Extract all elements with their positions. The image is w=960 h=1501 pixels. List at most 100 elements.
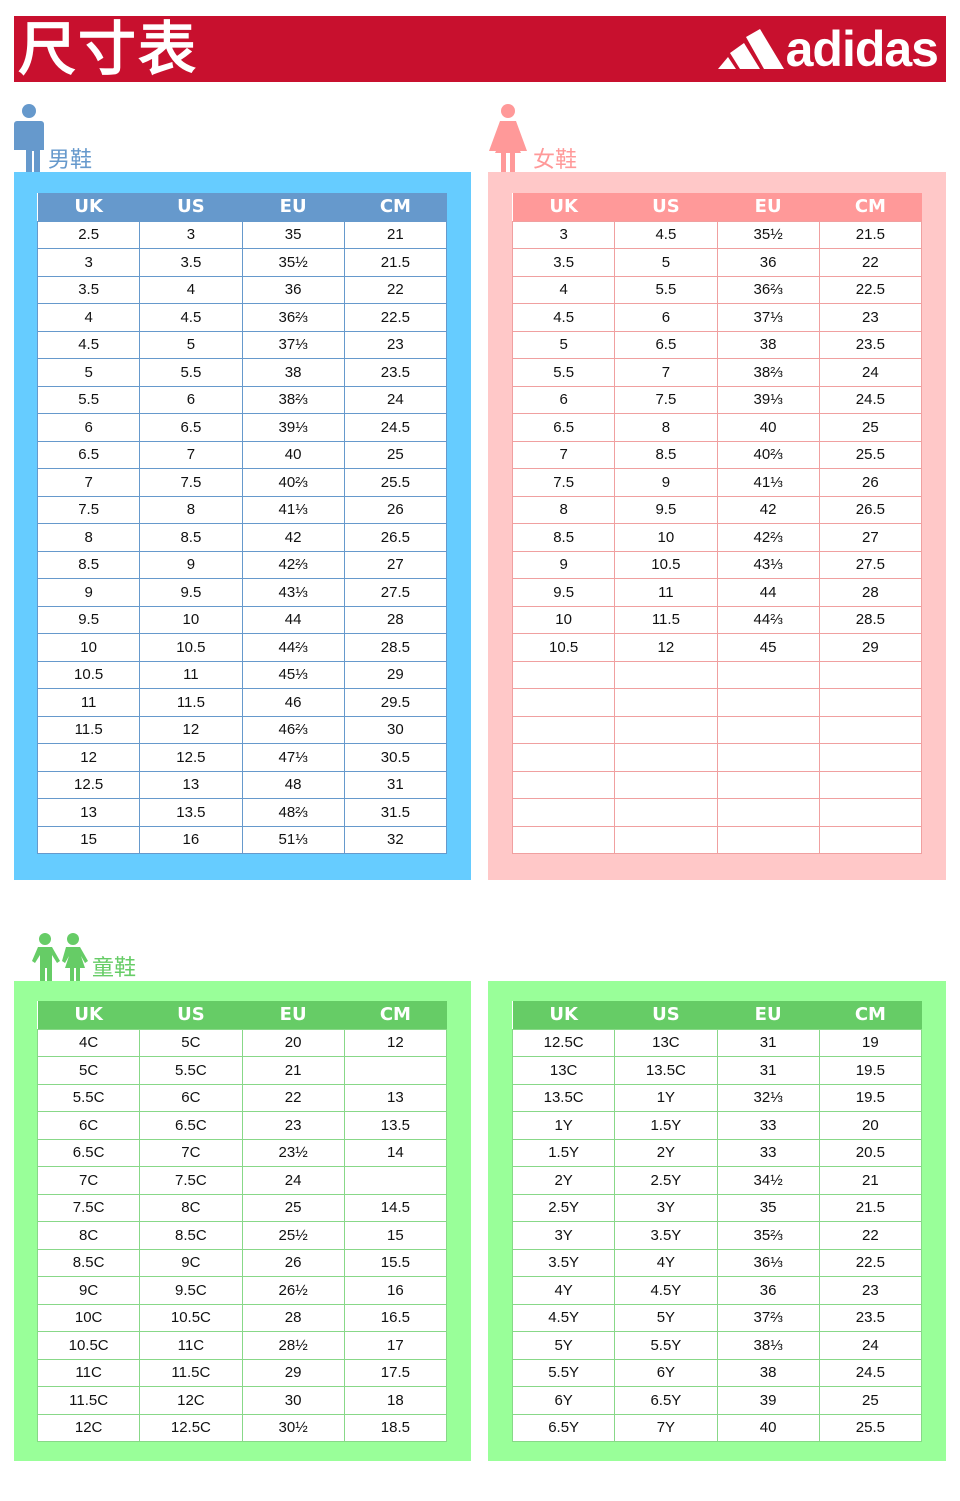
table-cell: 11.5 [36, 715, 141, 744]
table-cell: 6C [36, 1111, 141, 1140]
table-cell: 16 [139, 825, 243, 854]
table-cell: 5C [36, 1056, 141, 1085]
table-cell: 25 [241, 1193, 345, 1222]
men-size-table: UK US EU CM 2.5 3 35 21 3 3.5 35½ 21.5 3.5 4 36 22 4 4.5 3… [36, 193, 448, 854]
table-row: 7.5C 8C 25 14.5 [36, 1193, 448, 1222]
column-header: CM [819, 1001, 922, 1029]
table-cell: 4 [511, 275, 616, 304]
table-cell: 44⅔ [716, 605, 820, 634]
column-header: UK [37, 1001, 140, 1029]
table-cell [511, 798, 616, 827]
table-cell: 2Y [614, 1138, 718, 1167]
table-row: 9C 9.5C 26½ 16 [36, 1276, 448, 1305]
table-row: 4.5Y 5Y 37⅔ 23.5 [511, 1303, 923, 1332]
table-cell: 44⅔ [241, 633, 345, 662]
table-cell: 29 [241, 1358, 345, 1387]
table-cell: 10.5C [139, 1303, 243, 1332]
table-cell: 5.5 [511, 358, 616, 387]
table-cell: 16 [343, 1276, 448, 1305]
table-cell: 3.5 [139, 248, 243, 277]
table-cell [716, 660, 820, 689]
adidas-logo: adidas [717, 20, 939, 78]
table-cell: 17 [343, 1331, 448, 1360]
table-cell: 15.5 [343, 1248, 448, 1277]
table-cell [614, 715, 718, 744]
table-cell [511, 660, 616, 689]
table-cell: 13C [614, 1028, 718, 1057]
table-cell: 36 [241, 275, 345, 304]
table-cell [511, 743, 616, 772]
table-cell: 8.5 [36, 550, 141, 579]
table-cell: 24.5 [343, 413, 448, 442]
table-row: 4.5 6 37⅓ 23 [511, 303, 923, 332]
table-cell: 38 [716, 1358, 820, 1387]
table-row: 13C 13.5C 31 19.5 [511, 1056, 923, 1085]
table-cell: 51⅓ [241, 825, 345, 854]
table-cell [343, 1166, 448, 1195]
column-header: EU [242, 193, 345, 221]
table-cell: 22.5 [818, 275, 923, 304]
table-cell: 22 [818, 1221, 923, 1250]
table-row: 8.5 10 42⅔ 27 [511, 523, 923, 552]
table-row: 3.5 5 36 22 [511, 248, 923, 277]
table-cell: 13.5 [343, 1111, 448, 1140]
table-row: 7C 7.5C 24 [36, 1166, 448, 1195]
table-cell: 10C [36, 1303, 141, 1332]
table-cell: 8 [511, 495, 616, 524]
table-cell: 25.5 [818, 1413, 923, 1442]
table-cell: 18.5 [343, 1413, 448, 1442]
table-cell: 5 [614, 248, 718, 277]
table-cell: 12.5C [139, 1413, 243, 1442]
children-icon [30, 932, 90, 986]
table-row: 7 7.5 40⅔ 25.5 [36, 468, 448, 497]
table-row: 8.5C 9C 26 15.5 [36, 1248, 448, 1277]
table-cell: 32 [343, 825, 448, 854]
table-row: 10.5 12 45 29 [511, 633, 923, 662]
table-cell: 31 [343, 770, 448, 799]
table-row: 6.5C 7C 23½ 14 [36, 1138, 448, 1167]
table-row: 4 4.5 36⅔ 22.5 [36, 303, 448, 332]
table-row: 15 16 51⅓ 32 [36, 825, 448, 854]
table-cell: 1.5Y [614, 1111, 718, 1140]
table-cell: 48 [241, 770, 345, 799]
table-cell: 38 [241, 358, 345, 387]
kids-heading: 童鞋 [92, 956, 137, 981]
table-cell: 40⅔ [716, 440, 820, 469]
table-cell [614, 688, 718, 717]
table-cell: 27 [343, 550, 448, 579]
column-header: CM [344, 1001, 447, 1029]
table-row: 6 7.5 39⅓ 24.5 [511, 385, 923, 414]
table-row: 12C 12.5C 30½ 18.5 [36, 1413, 448, 1442]
table-cell: 42 [241, 523, 345, 552]
table-cell: 26 [343, 495, 448, 524]
table-cell: 4.5 [139, 303, 243, 332]
table-row [511, 770, 923, 799]
table-cell: 3 [511, 220, 616, 249]
table-cell: 8.5 [614, 440, 718, 469]
table-cell: 3 [139, 220, 243, 249]
table-cell: 47⅓ [241, 743, 345, 772]
table-row: 5.5Y 6Y 38 24.5 [511, 1358, 923, 1387]
table-cell: 4 [36, 303, 141, 332]
table-cell: 11 [614, 578, 718, 607]
table-cell: 12.5 [139, 743, 243, 772]
column-header: CM [819, 193, 922, 221]
table-row: 5.5 7 38⅔ 24 [511, 358, 923, 387]
table-cell: 6 [511, 385, 616, 414]
table-cell [716, 715, 820, 744]
table-cell: 1Y [511, 1111, 616, 1140]
table-row: 10.5 11 45⅓ 29 [36, 660, 448, 689]
table-cell: 38 [716, 330, 820, 359]
table-row: 6C 6.5C 23 13.5 [36, 1111, 448, 1140]
table-cell: 6C [139, 1083, 243, 1112]
kids-size-table: UK US EU CM 4C 5C 20 12 5C 5.5C 21 5.5C 6C 22 13 6C 6.5C… [36, 1001, 448, 1442]
table-row: 9 10.5 43⅓ 27.5 [511, 550, 923, 579]
table-cell: 22 [818, 248, 923, 277]
table-cell: 28.5 [818, 605, 923, 634]
table-cell: 42 [716, 495, 820, 524]
table-cell: 9C [36, 1276, 141, 1305]
table-cell: 35⅔ [716, 1221, 820, 1250]
table-cell: 6 [36, 413, 141, 442]
table-cell: 13 [343, 1083, 448, 1112]
table-cell: 41⅓ [716, 468, 820, 497]
